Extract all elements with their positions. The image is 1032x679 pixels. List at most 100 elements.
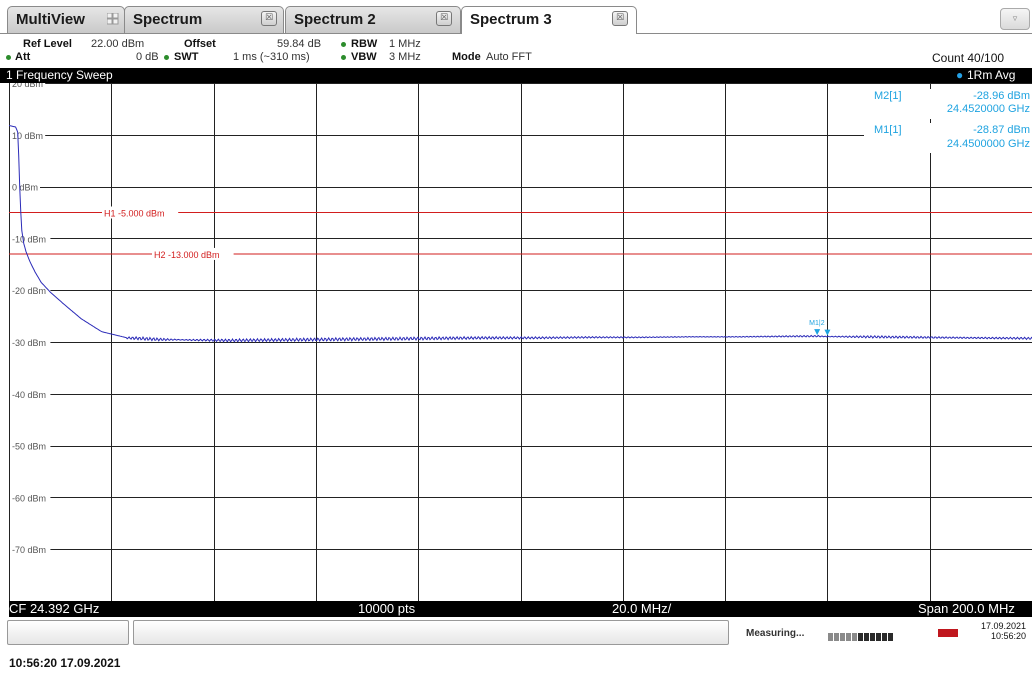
ref-level-label: Ref Level xyxy=(23,38,72,50)
coupling-dot-icon xyxy=(6,54,11,60)
att-indicator xyxy=(6,51,14,63)
limit-line-label-2: H2 -13.000 dBm xyxy=(154,250,220,260)
tab-multiview[interactable]: MultiView xyxy=(7,6,125,33)
warning-indicator-icon xyxy=(938,629,958,637)
y-tick-label-bg xyxy=(10,387,51,400)
trace-bullet-icon: ● xyxy=(956,68,964,82)
tab-spectrum-2[interactable]: Spectrum 2 ☒ xyxy=(285,6,461,33)
markers: M1|2 xyxy=(809,320,831,336)
y-tick-label: 0 dBm xyxy=(12,183,38,193)
coupling-dot-icon xyxy=(341,54,346,60)
trace-indicator: ● xyxy=(956,68,963,82)
tab-spectrum-3-label: Spectrum 3 xyxy=(470,11,552,28)
y-tick-label-bg xyxy=(10,180,40,193)
marker-m2-icon xyxy=(824,329,831,336)
progress-bar xyxy=(828,628,898,641)
limit-line-label-bg xyxy=(102,206,179,219)
spectrum-plot-area[interactable]: 20 dBm 10 dBm 0 dBm -10 dBm -20 dBm -30 dBm -4… xyxy=(9,83,1032,601)
vbw-label: VBW xyxy=(351,51,377,63)
att-value: 0 dB xyxy=(136,51,159,63)
close-tab-spectrum-2-icon[interactable]: ☒ xyxy=(436,11,452,26)
diagram-title: 1 Frequency Sweep xyxy=(6,68,113,82)
close-tab-spectrum-icon[interactable]: ☒ xyxy=(261,11,277,26)
marker-info-level: -28.87 dBm xyxy=(973,124,1030,136)
marker-info-level: -28.96 dBm xyxy=(973,90,1030,102)
frequency-span: Span 200.0 MHz xyxy=(918,601,1015,616)
status-date: 17.09.2021 xyxy=(980,621,1026,631)
vbw-indicator xyxy=(341,51,349,63)
y-tick-label-bg xyxy=(10,439,51,452)
measuring-status: Measuring... xyxy=(746,628,805,639)
screenshot-timestamp: 10:56:20 17.09.2021 xyxy=(9,656,121,670)
tab-spectrum-2-label: Spectrum 2 xyxy=(294,11,376,28)
swt-value: 1 ms (~310 ms) xyxy=(233,51,310,63)
limit-line-label-bg xyxy=(152,247,234,260)
marker-info-frequency: 24.4500000 GHz xyxy=(947,138,1030,150)
marker-m1-icon xyxy=(814,329,821,336)
y-tick-label: -30 dBm xyxy=(12,338,46,348)
y-axis-labels: 20 dBm 10 dBm 0 dBm -10 dBm -20 dBm -30 dBm -4… xyxy=(10,83,51,556)
y-tick-label-bg xyxy=(10,543,51,556)
y-tick-label: -50 dBm xyxy=(12,442,46,452)
marker-tag: M1|2 xyxy=(809,320,825,327)
att-label: Att xyxy=(15,51,31,63)
spectrum-diagram[interactable]: 20 dBm 10 dBm 0 dBm -10 dBm -20 dBm -30 dBm -4… xyxy=(9,83,1032,601)
tab-spectrum[interactable]: Spectrum ☒ xyxy=(124,6,284,33)
sweep-count: Count 40/100 xyxy=(932,51,1005,65)
y-tick-label: -20 dBm xyxy=(12,286,46,296)
tab-spectrum-label: Spectrum xyxy=(133,11,203,28)
y-tick-label-bg xyxy=(10,284,51,297)
y-tick-label-bg xyxy=(10,336,51,348)
close-tab-spectrum-3-icon[interactable]: ☒ xyxy=(612,11,628,26)
coupling-dot-icon xyxy=(164,54,169,60)
y-tick-label-bg xyxy=(10,128,46,141)
y-tick-label: -60 dBm xyxy=(12,493,46,503)
y-tick-label-bg xyxy=(10,491,51,504)
status-datetime: 17.09.2021 10:56:20 xyxy=(966,621,1026,641)
center-frequency: CF 24.392 GHz xyxy=(9,601,100,616)
vbw-value: 3 MHz xyxy=(389,51,421,63)
status-field-1 xyxy=(7,620,129,645)
tab-spectrum-3[interactable]: Spectrum 3 ☒ xyxy=(461,6,637,34)
mode-value: Auto FFT xyxy=(486,51,532,63)
limit-line-label-1: H1 -5.000 dBm xyxy=(104,209,165,219)
y-tick-label-bg xyxy=(10,232,51,245)
offset-label: Offset xyxy=(184,38,216,50)
offset-value: 59.84 dB xyxy=(277,38,322,50)
mode-label: Mode xyxy=(452,51,481,63)
marker-info-bg xyxy=(864,89,1032,119)
marker-info-bg xyxy=(864,123,1032,153)
swt-indicator xyxy=(164,51,172,63)
tab-menu-dropdown-icon[interactable]: ▿ xyxy=(1000,8,1030,30)
status-bar: Measuring... 17.09.2021 10:56:20 xyxy=(0,617,1032,648)
y-tick-label: -10 dBm xyxy=(12,234,46,244)
tab-bar: MultiView Spectrum ☒ Spectrum 2 ☒ Spectr… xyxy=(0,0,1032,34)
rbw-indicator xyxy=(341,38,349,50)
y-tick-label: 10 dBm xyxy=(12,131,43,141)
y-tick-label: -70 dBm xyxy=(12,545,46,555)
diagram-footer: CF 24.392 GHz 10000 pts 20.0 MHz/ Span 2… xyxy=(9,601,1032,617)
y-tick-label-bg xyxy=(10,83,46,89)
rbw-value: 1 MHz xyxy=(389,38,421,50)
sweep-points: 10000 pts xyxy=(358,601,416,616)
trace-mode-label: 1Rm Avg xyxy=(967,68,1016,82)
y-tick-label: -40 dBm xyxy=(12,390,46,400)
multiview-grid-icon xyxy=(107,13,119,25)
marker-info-name: M2[1] xyxy=(874,90,902,102)
grid-lines xyxy=(9,83,1032,601)
diagram-title-bar[interactable]: 1 Frequency Sweep ● 1Rm Avg xyxy=(0,68,1032,83)
measurement-settings-bar[interactable]: Ref Level 22.00 dBm Offset 59.84 dB RBW … xyxy=(0,34,1032,68)
frequency-per-division: 20.0 MHz/ xyxy=(612,601,672,616)
rbw-label: RBW xyxy=(351,38,378,50)
status-time: 10:56:20 xyxy=(990,631,1026,641)
limit-lines: H1 -5.000 dBm H2 -13.000 dBm xyxy=(9,206,1032,260)
tab-multiview-label: MultiView xyxy=(16,11,85,28)
trace-1 xyxy=(9,125,1032,343)
coupling-dot-icon xyxy=(341,41,346,47)
y-tick-label: 20 dBm xyxy=(12,83,43,89)
marker-info-name: M1[1] xyxy=(874,124,902,136)
ref-level-value: 22.00 dBm xyxy=(91,38,145,50)
swt-label: SWT xyxy=(174,51,199,63)
marker-info-frequency: 24.4520000 GHz xyxy=(947,103,1030,115)
